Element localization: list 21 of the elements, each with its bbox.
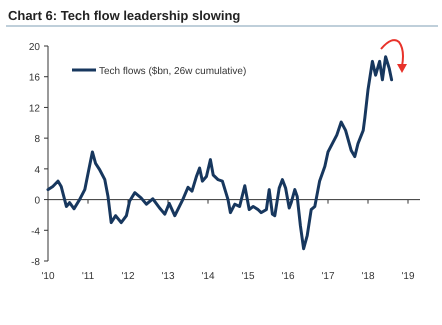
y-tick-label: 20 bbox=[28, 42, 40, 53]
y-tick-label: 0 bbox=[34, 196, 40, 207]
line-series bbox=[46, 55, 394, 250]
x-tick-label: '11 bbox=[82, 271, 95, 282]
x-tick-label: '18 bbox=[361, 271, 375, 282]
y-tick-label: -8 bbox=[31, 257, 40, 268]
x-tick-label: '16 bbox=[281, 271, 295, 282]
x-tick-label: '15 bbox=[241, 271, 255, 282]
x-tick-label: '19 bbox=[401, 271, 415, 282]
legend-label: Tech flows ($bn, 26w cumulative) bbox=[99, 66, 246, 77]
y-tick-label: 16 bbox=[28, 72, 40, 84]
x-tick-label: '17 bbox=[321, 271, 335, 282]
y-tick-label: 12 bbox=[28, 103, 40, 114]
x-tick-label: '10 bbox=[41, 271, 55, 282]
y-tick-label: 8 bbox=[34, 134, 40, 146]
x-tick-label: '13 bbox=[161, 271, 175, 282]
chart-title: Chart 6: Tech flow leadership slowing bbox=[8, 8, 240, 23]
x-tick-label: '14 bbox=[201, 271, 215, 282]
x-tick-label: '12 bbox=[121, 271, 135, 282]
y-tick-label: -4 bbox=[31, 226, 40, 238]
y-tick-label: 4 bbox=[34, 164, 40, 176]
